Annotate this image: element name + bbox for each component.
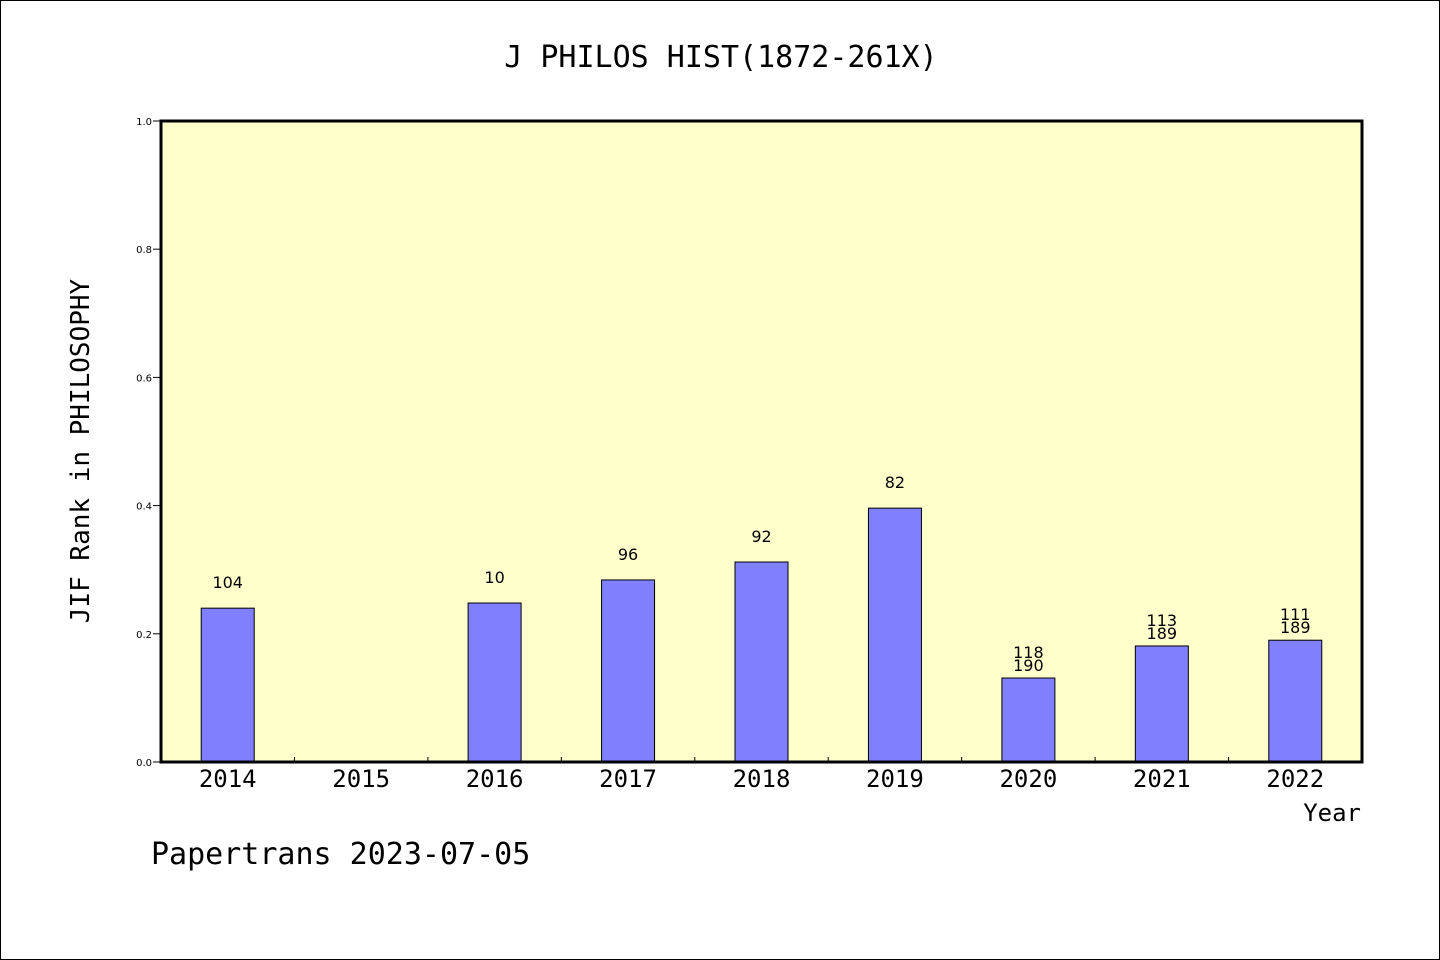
y-axis-label: JIF Rank in PHILOSOPHY (66, 278, 96, 623)
y-tick-label: 0.6 (136, 373, 152, 384)
y-tick-label: 0.4 (136, 502, 152, 513)
chart-title: J PHILOS HIST(1872-261X) (504, 40, 937, 75)
y-tick-label: 0.2 (136, 630, 152, 641)
x-tick-label: 2019 (866, 765, 924, 793)
data-label: 96 (618, 545, 638, 564)
x-tick-label: 2017 (599, 765, 657, 793)
bars (200, 507, 1323, 763)
bar-2014 (200, 607, 255, 763)
x-tick-label: 2015 (332, 765, 390, 793)
x-tick-label: 2014 (199, 765, 257, 793)
data-label: 189 (1147, 624, 1178, 643)
data-label: 111 (1280, 605, 1311, 624)
y-tick-label: 1.0 (136, 117, 152, 128)
bar-2017 (601, 579, 656, 763)
footer-credit: Papertrans 2023-07-05 (151, 837, 530, 872)
y-tick-label: 0.0 (136, 758, 152, 769)
plot-frame (159, 119, 1364, 764)
bar-2018 (734, 561, 789, 763)
x-tick-label: 2018 (733, 765, 791, 793)
x-axis: 2014 2015 2016 2017 2018 2019 2020 2021 2022 (199, 757, 1324, 793)
bar-2019 (867, 507, 922, 763)
data-label: 113 (1147, 611, 1178, 630)
x-tick-label: 2022 (1266, 765, 1324, 793)
data-label: 10 (484, 568, 504, 587)
bar-2016 (467, 602, 522, 763)
data-label: 92 (751, 527, 771, 546)
data-label: 82 (885, 473, 905, 492)
bar-2022 (1268, 639, 1323, 763)
y-axis: 0.0 0.2 0.4 0.6 0.8 1.0 (136, 117, 161, 769)
data-label: 104 (212, 573, 243, 592)
x-tick-label: 2021 (1133, 765, 1191, 793)
x-tick-label: 2020 (999, 765, 1057, 793)
y-tick-label: 0.8 (136, 245, 152, 256)
data-label: 118 (1013, 643, 1044, 662)
x-axis-label: Year (1303, 799, 1361, 827)
bar-2021 (1134, 645, 1189, 763)
bar-2020 (1001, 677, 1056, 763)
data-label: 190 (1013, 656, 1044, 675)
data-label: 189 (1280, 618, 1311, 637)
x-tick-label: 2016 (466, 765, 524, 793)
